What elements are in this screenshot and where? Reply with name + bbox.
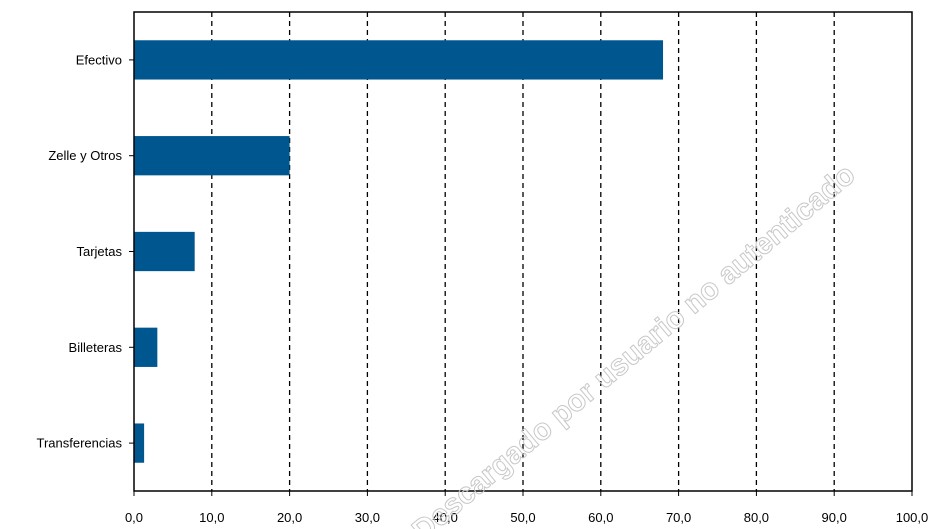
x-tick-label: 90,0 (822, 510, 847, 525)
x-tick-label: 50,0 (510, 510, 535, 525)
category-label: Zelle y Otros (48, 148, 122, 163)
x-tick-label: 60,0 (588, 510, 613, 525)
bars (134, 40, 664, 463)
bar-efectivo (134, 40, 664, 80)
x-tick-label: 80,0 (744, 510, 769, 525)
category-label: Tarjetas (76, 244, 122, 259)
category-label: Transferencias (37, 436, 123, 451)
category-labels: Efectivo Zelle y Otros Tarjetas Billeteras T… (37, 52, 134, 451)
bar-tarjetas (134, 231, 195, 272)
bar-transferencias (134, 423, 145, 463)
x-axis-ticks: 0,0 10,0 20,0 30,0 40,0 50,0 60,0 70,0 80,0 90,0 1… (125, 491, 928, 525)
watermark: Descargado por usuario no autenticado (406, 158, 861, 529)
x-tick-label: 20,0 (277, 510, 302, 525)
x-tick-label: 100,0 (896, 510, 929, 525)
x-tick-label: 70,0 (666, 510, 691, 525)
gridlines (211, 12, 835, 491)
bar-billeteras (134, 327, 158, 367)
x-tick-label: 30,0 (355, 510, 380, 525)
bar-zelle-y-otros (134, 136, 290, 176)
x-tick-label: 0,0 (125, 510, 143, 525)
x-tick-label: 10,0 (199, 510, 224, 525)
category-label: Efectivo (76, 52, 122, 67)
category-label: Billeteras (69, 340, 123, 355)
x-tick-label: 40,0 (433, 510, 458, 525)
